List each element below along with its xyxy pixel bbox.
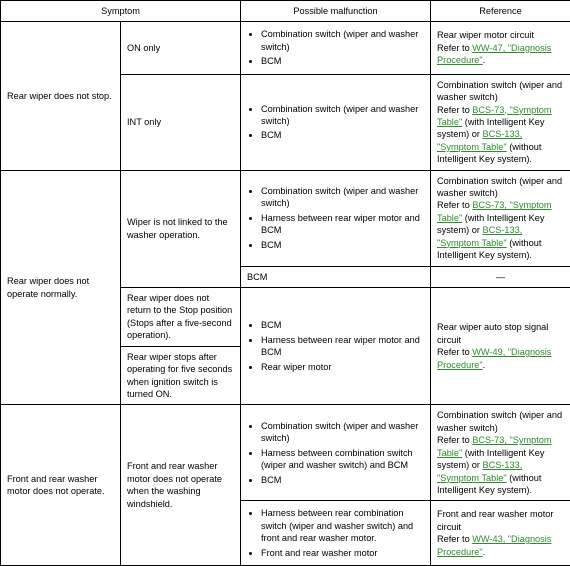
condition-cell: Front and rear washer motor does not ope…	[121, 405, 241, 566]
symptom-cell: Rear wiper does not operate normally.	[1, 170, 121, 405]
list-item: Harness between rear combination switch …	[261, 507, 424, 544]
condition-cell: Wiper is not linked to the washer operat…	[121, 170, 241, 287]
ref-text: .	[483, 547, 486, 557]
diagnosis-table: Symptom Possible malfunction Reference R…	[0, 0, 570, 566]
list-item: Harness between combination switch (wipe…	[261, 447, 424, 472]
list-item: BCM	[261, 129, 424, 141]
reference-cell: —	[431, 266, 570, 287]
condition-cell: ON only	[121, 22, 241, 74]
ref-text: Combination switch (wiper and washer swi…	[437, 80, 562, 102]
table-row: Front and rear washer motor does not ope…	[1, 405, 570, 501]
header-symptom: Symptom	[1, 1, 241, 22]
ref-text: .	[483, 55, 486, 65]
list-item: Harness between rear wiper motor and BCM	[261, 212, 424, 237]
ref-text: Combination switch (wiper and washer swi…	[437, 176, 562, 198]
list-item: BCM	[261, 319, 424, 331]
ref-text: Combination switch (wiper and washer swi…	[437, 410, 562, 432]
ref-text: Rear wiper motor circuit	[437, 30, 534, 40]
list-item: Rear wiper motor	[261, 361, 424, 373]
header-reference: Reference	[431, 1, 570, 22]
malfunction-cell: Combination switch (wiper and washer swi…	[241, 405, 431, 501]
ref-text: Front and rear washer motor circuit	[437, 509, 553, 531]
list-item: Combination switch (wiper and washer swi…	[261, 28, 424, 53]
list-item: BCM	[261, 55, 424, 67]
ref-text: Refer to	[437, 105, 472, 115]
list-item: Front and rear washer motor	[261, 547, 424, 559]
condition-cell: Rear wiper does not return to the Stop p…	[121, 288, 241, 347]
ref-text: Refer to	[437, 435, 472, 445]
list-item: BCM	[261, 239, 424, 251]
malfunction-cell: Combination switch (wiper and washer swi…	[241, 170, 431, 266]
list-item: Combination switch (wiper and washer swi…	[261, 103, 424, 128]
table-row: Rear wiper does not operate normally. Wi…	[1, 170, 570, 266]
malfunction-cell: BCM Harness between rear wiper motor and…	[241, 288, 431, 405]
ref-text: Refer to	[437, 347, 472, 357]
symptom-cell: Front and rear washer motor does not ope…	[1, 405, 121, 566]
reference-cell: Front and rear washer motor circuit Refe…	[431, 501, 570, 566]
list-item: Harness between rear wiper motor and BCM	[261, 334, 424, 359]
ref-text: Refer to	[437, 43, 472, 53]
reference-cell: Combination switch (wiper and washer swi…	[431, 405, 570, 501]
symptom-cell: Rear wiper does not stop.	[1, 22, 121, 170]
list-item: Combination switch (wiper and washer swi…	[261, 185, 424, 210]
header-malfunction: Possible malfunction	[241, 1, 431, 22]
ref-text: Refer to	[437, 534, 472, 544]
malfunction-cell: Harness between rear combination switch …	[241, 501, 431, 566]
malfunction-cell: BCM	[241, 266, 431, 287]
condition-cell: INT only	[121, 74, 241, 170]
ref-text: .	[483, 360, 486, 370]
reference-cell: Rear wiper auto stop signal circuit Refe…	[431, 288, 570, 405]
reference-cell: Rear wiper motor circuit Refer to WW-47,…	[431, 22, 570, 74]
reference-cell: Combination switch (wiper and washer swi…	[431, 74, 570, 170]
header-row: Symptom Possible malfunction Reference	[1, 1, 570, 22]
malfunction-cell: Combination switch (wiper and washer swi…	[241, 22, 431, 74]
list-item: Combination switch (wiper and washer swi…	[261, 420, 424, 445]
ref-text: Refer to	[437, 200, 472, 210]
condition-cell: Rear wiper stops after operating for fiv…	[121, 346, 241, 405]
malfunction-cell: Combination switch (wiper and washer swi…	[241, 74, 431, 170]
reference-cell: Combination switch (wiper and washer swi…	[431, 170, 570, 266]
table-row: Rear wiper does not stop. ON only Combin…	[1, 22, 570, 74]
list-item: BCM	[261, 474, 424, 486]
ref-text: Rear wiper auto stop signal circuit	[437, 322, 548, 344]
